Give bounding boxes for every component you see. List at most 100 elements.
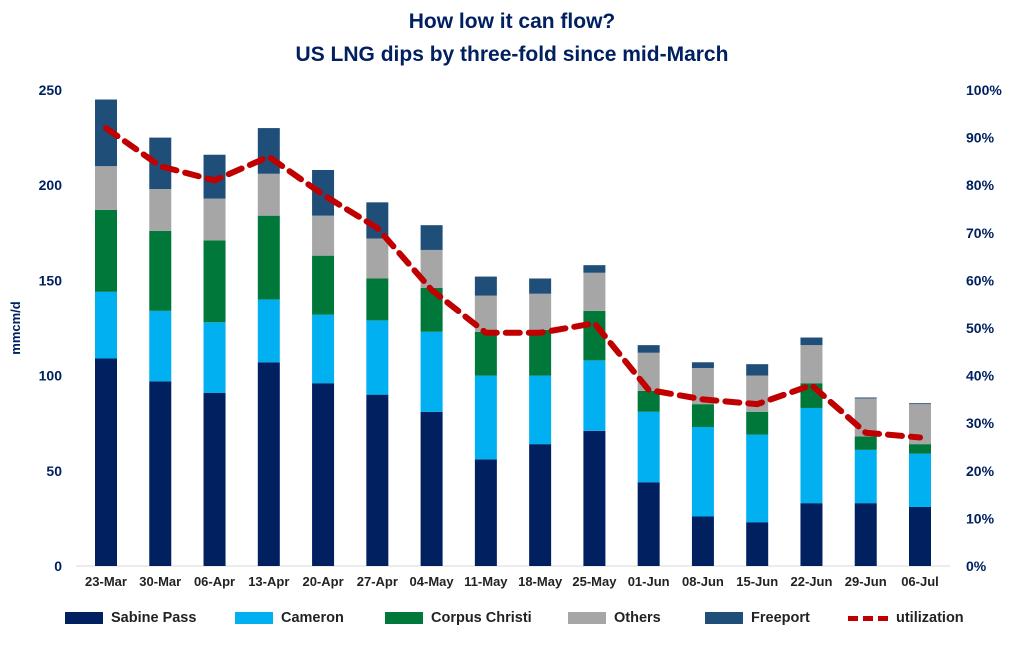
bar-others <box>800 345 823 384</box>
legend-label: Sabine Pass <box>111 610 197 626</box>
bar-cameron <box>257 299 280 363</box>
bar-cameron <box>474 375 497 460</box>
bar-freeport <box>366 202 389 239</box>
y2-tick-label: 70% <box>966 225 995 241</box>
x-tick-label: 20-Apr <box>302 574 343 589</box>
y-tick-label: 100 <box>39 368 63 384</box>
bar-corpus-christi <box>909 444 931 454</box>
bar-corpus-christi <box>312 255 335 315</box>
utilization-line <box>103 125 923 441</box>
y-axis-label: mmcm/d <box>8 301 23 355</box>
legend-swatch <box>235 612 273 624</box>
bar-freeport <box>854 397 877 399</box>
bar-sabine-pass <box>312 383 335 566</box>
x-tick-label: 08-Jun <box>682 574 724 589</box>
legend-swatch <box>65 612 103 624</box>
x-tick-label: 22-Jun <box>791 574 833 589</box>
x-tick-label: 04-May <box>410 574 455 589</box>
legend-item: Freeport <box>705 610 810 626</box>
bar-sabine-pass <box>746 522 769 566</box>
legend-swatch <box>705 612 743 624</box>
x-tick-label: 23-Mar <box>85 574 127 589</box>
bar-sabine-pass <box>420 411 443 566</box>
bar-corpus-christi <box>529 329 552 376</box>
legend-label: Others <box>614 610 661 626</box>
bar-freeport <box>691 362 714 368</box>
bar-corpus-christi <box>474 331 497 376</box>
bar-corpus-christi <box>257 215 280 300</box>
bar-sabine-pass <box>474 459 497 566</box>
bar-sabine-pass <box>366 394 389 566</box>
legend-label: Cameron <box>281 610 344 626</box>
x-tick-label: 11-May <box>464 574 508 589</box>
bar-others <box>312 215 335 256</box>
bar-sabine-pass <box>691 516 714 566</box>
chart-subtitle: US LNG dips by three-fold since mid-Marc… <box>295 43 729 66</box>
legend-item: Cameron <box>235 610 344 626</box>
bar-sabine-pass <box>529 444 552 566</box>
y-tick-label: 200 <box>39 177 63 193</box>
bar-cameron <box>583 360 606 431</box>
y2-tick-label: 20% <box>966 463 995 479</box>
x-tick-label: 25-May <box>572 574 617 589</box>
bar-corpus-christi <box>637 390 660 412</box>
bar-freeport <box>474 276 497 296</box>
bar-cameron <box>854 449 877 504</box>
legend-label: Corpus Christi <box>431 610 532 626</box>
y-tick-label: 50 <box>46 463 62 479</box>
y2-tick-label: 80% <box>966 177 995 193</box>
legend-item: utilization <box>848 610 964 626</box>
bar-sabine-pass <box>909 506 931 566</box>
bar-freeport <box>583 265 606 273</box>
y2-tick-label: 50% <box>966 320 995 336</box>
bar-others <box>529 293 552 330</box>
legend-item: Sabine Pass <box>65 610 196 626</box>
bar-freeport <box>149 137 172 190</box>
legend-swatch <box>568 612 606 624</box>
bar-cameron <box>529 375 552 445</box>
bar-sabine-pass <box>800 503 823 566</box>
y2-tick-label: 90% <box>966 130 995 146</box>
legend-item: Others <box>568 610 661 626</box>
legend-item: Corpus Christi <box>385 610 532 626</box>
bar-sabine-pass <box>583 430 606 566</box>
x-tick-label: 30-Mar <box>139 574 181 589</box>
bar-freeport <box>637 345 660 353</box>
y-tick-label: 150 <box>39 272 63 288</box>
bar-others <box>203 198 226 241</box>
bar-others <box>583 272 606 311</box>
y2-tick-label: 40% <box>966 368 995 384</box>
bar-freeport <box>95 99 117 167</box>
bar-others <box>257 173 280 216</box>
x-tick-label: 06-Jul <box>901 574 939 589</box>
bar-freeport <box>909 403 931 405</box>
bar-cameron <box>637 411 660 483</box>
y2-tick-label: 30% <box>966 415 995 431</box>
bar-corpus-christi <box>95 209 117 292</box>
bar-corpus-christi <box>746 411 769 435</box>
x-tick-label: 29-Jun <box>845 574 887 589</box>
chart-title: How low it can flow? <box>408 10 616 33</box>
bar-cameron <box>95 291 117 359</box>
bar-others <box>474 295 497 332</box>
x-tick-label: 06-Apr <box>194 574 235 589</box>
bar-sabine-pass <box>637 482 660 566</box>
bar-freeport <box>420 225 443 250</box>
y2-tick-label: 10% <box>966 510 995 526</box>
bar-sabine-pass <box>95 358 117 566</box>
bar-others <box>691 367 714 405</box>
x-tick-label: 13-Apr <box>248 574 289 589</box>
x-tick-label: 18-May <box>518 574 563 589</box>
bar-freeport <box>800 337 823 346</box>
bar-cameron <box>203 322 226 393</box>
y-tick-label: 250 <box>39 82 63 98</box>
bar-others <box>95 166 117 210</box>
bar-sabine-pass <box>257 362 280 566</box>
x-tick-label: 01-Jun <box>628 574 670 589</box>
bar-corpus-christi <box>149 230 172 311</box>
bar-sabine-pass <box>203 392 226 566</box>
bar-cameron <box>909 453 931 507</box>
bar-freeport <box>312 169 335 216</box>
bar-corpus-christi <box>854 436 877 450</box>
